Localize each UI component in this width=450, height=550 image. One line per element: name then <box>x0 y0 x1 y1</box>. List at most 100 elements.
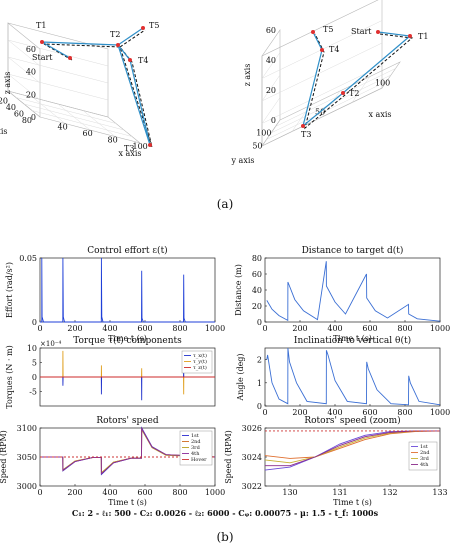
y-tick-label: 0 <box>257 318 262 327</box>
legend-label: 3rd <box>420 456 430 462</box>
y-tick-label: 20 <box>252 302 262 311</box>
waypoint-label: T1 <box>36 21 46 30</box>
x-tick-label: 0 <box>37 324 42 333</box>
y-tick-label: -5 <box>29 388 37 397</box>
x-tick-label: 400 <box>327 408 342 417</box>
y-tick-label: 0 <box>257 402 262 411</box>
waypoint-marker <box>141 26 145 30</box>
legend-label: 4th <box>191 451 200 457</box>
waypoint-label: T4 <box>138 56 148 65</box>
x-tick-label: 800 <box>172 488 187 497</box>
z-axis-label: z axis <box>243 64 252 87</box>
x-tick-label: 100 <box>133 142 148 151</box>
waypoint-label: T3 <box>301 130 311 139</box>
y-tick-label: 60 <box>252 270 262 279</box>
grid-line <box>266 81 387 140</box>
parameters-line: C₁: 2 - ℓ₁: 500 - C₂: 0.0026 - ℓ₂: 6000 … <box>71 508 379 518</box>
waypoint-label: T2 <box>110 30 120 39</box>
y-tick-label: 80 <box>252 254 262 263</box>
panel-title: Rotors' speed <box>96 416 159 426</box>
x-tick-label: 0 <box>262 408 267 417</box>
series-line <box>40 257 215 323</box>
waypoint-marker <box>148 143 152 147</box>
z-tick-label: 40 <box>266 56 276 65</box>
waypoint-label: T1 <box>418 32 428 41</box>
y-tick-label: 0.05 <box>19 254 37 263</box>
grid-line <box>7 39 41 67</box>
x-tick-label: 40 <box>58 122 68 131</box>
time-series-plot-8: Rotors' speed (zoom) 130 131 132 133 3022 3024… <box>224 415 448 507</box>
x-axis-label: x axis <box>119 149 142 158</box>
y-axis-label: y axis <box>0 127 8 136</box>
waypoint-marker <box>311 30 315 34</box>
waypoint-marker <box>341 91 345 95</box>
x-tick-label: 0 <box>37 488 42 497</box>
caption-b: (b) <box>216 530 234 544</box>
y-tick-label: 1 <box>257 379 262 388</box>
x-axis-label: Time t (s) <box>108 334 147 343</box>
x-tick-label: 0 <box>262 324 267 333</box>
waypoint-label: T5 <box>149 21 159 30</box>
waypoint-label: Start <box>32 53 53 62</box>
grid-line <box>7 56 109 84</box>
z-tick-label: 60 <box>26 45 36 54</box>
series-line <box>40 426 216 475</box>
x-axis-label: Time t (s) <box>333 498 372 507</box>
x-tick-label: 800 <box>397 408 412 417</box>
grid-line <box>15 97 117 124</box>
x-tick-label: 600 <box>137 488 152 497</box>
x-tick-label: 200 <box>67 324 82 333</box>
panel-title: Inclination to vertical θ(t) <box>294 335 411 346</box>
x-axis-label: Time t (s) <box>108 498 147 507</box>
legend-label: 2nd <box>191 439 201 445</box>
x-tick-label: 200 <box>292 324 307 333</box>
time-series-plot-7: Rotors' speed 0 200 400 600 800 1000 3000 3050 31… <box>0 416 225 507</box>
x-tick-label: 100 <box>375 79 390 88</box>
y-axis-label: Effort (rad/s²) <box>5 262 14 318</box>
x-tick-label: 60 <box>83 129 93 138</box>
grid-line <box>261 42 383 102</box>
series-line <box>266 261 441 322</box>
x-tick-label: 200 <box>67 488 82 497</box>
y-axis-label: y axis <box>230 156 254 165</box>
z-tick-label: 40 <box>26 68 36 77</box>
grid-line <box>261 52 281 79</box>
x-tick-label: 131 <box>332 488 347 497</box>
caption-a: (a) <box>216 197 234 211</box>
x-tick-label: 1000 <box>430 324 450 333</box>
x-tick-label: 400 <box>102 488 117 497</box>
reference-trajectory <box>43 29 153 148</box>
waypoint-marker <box>376 30 380 34</box>
waypoint-label: T2 <box>349 89 359 98</box>
grid-line <box>270 74 392 134</box>
waypoint-marker <box>116 43 120 47</box>
z-axis-label: z axis <box>3 72 12 95</box>
y-tick-label: 3050 <box>17 453 37 462</box>
grid-line <box>7 56 41 84</box>
grid-line <box>7 73 41 101</box>
z-tick-label: 60 <box>266 26 276 35</box>
time-series-plot-6: Inclination to vertical θ(t) 0 200 400 600 80… <box>236 335 450 417</box>
panel-title: Control effort ε(t) <box>87 245 167 256</box>
x-tick-label: 1000 <box>205 488 225 497</box>
y-axis-label: Torques (N · m) <box>5 345 14 408</box>
y-tick-label: 3022 <box>242 482 262 491</box>
panel-title: Distance to target d(t) <box>302 245 404 256</box>
y-tick-label: 60 <box>14 109 24 118</box>
waypoint-marker <box>408 34 412 38</box>
waypoint-marker <box>320 48 324 52</box>
waypoint-marker <box>301 124 305 128</box>
legend-label: τ_y(t) <box>193 358 207 365</box>
z-tick-label: 0 <box>271 116 276 125</box>
plot-frame <box>39 257 216 323</box>
x-tick-label: 800 <box>397 324 412 333</box>
x-tick-label: 1000 <box>205 324 225 333</box>
x-tick-label: 400 <box>327 324 342 333</box>
x-tick-label: 1000 <box>430 408 450 417</box>
time-series-plot-5: Torque τ(t) components -5 0 5 10 Torques (N ·… <box>5 335 216 409</box>
y-tick-label: 0 <box>32 318 37 327</box>
series-line <box>266 347 441 406</box>
y-axis-label: Distance (m) <box>234 264 243 316</box>
